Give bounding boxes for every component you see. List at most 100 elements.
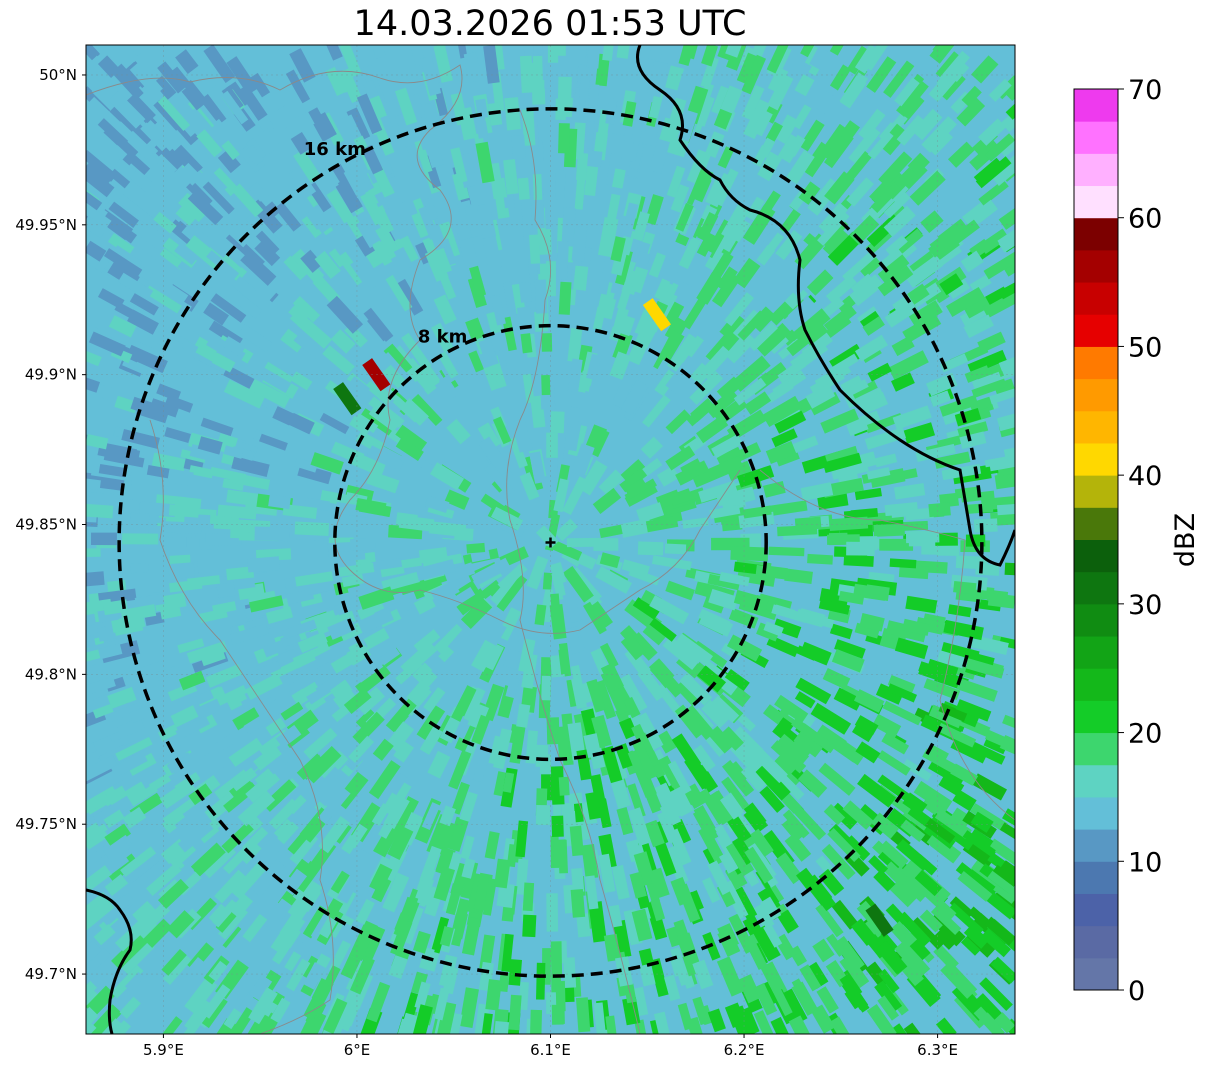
colorbar-tick-label: 50 xyxy=(1128,332,1162,363)
reflectivity-cell xyxy=(411,212,430,239)
reflectivity-cell xyxy=(360,408,394,436)
reflectivity-cell xyxy=(971,378,1007,398)
reflectivity-cell xyxy=(502,281,517,316)
reflectivity-cell xyxy=(775,229,803,261)
reflectivity-cell xyxy=(930,905,962,935)
reflectivity-cell xyxy=(929,390,952,407)
reflectivity-cell xyxy=(322,766,345,790)
reflectivity-cell xyxy=(912,108,943,141)
reflectivity-cell xyxy=(925,818,956,844)
reflectivity-cell xyxy=(733,257,761,289)
reflectivity-cell xyxy=(314,232,336,256)
reflectivity-cell xyxy=(433,987,450,1021)
reflectivity-cell xyxy=(654,278,671,301)
reflectivity-cell xyxy=(806,269,834,296)
reflectivity-cell xyxy=(315,678,336,697)
reflectivity-cell xyxy=(178,162,202,186)
reflectivity-cell xyxy=(903,422,936,444)
reflectivity-cell xyxy=(139,501,176,518)
reflectivity-cell xyxy=(433,623,467,657)
reflectivity-cell xyxy=(94,73,119,99)
reflectivity-cell xyxy=(171,144,203,177)
reflectivity-cell xyxy=(366,981,391,1023)
reflectivity-cell xyxy=(122,806,147,829)
reflectivity-cell xyxy=(900,819,926,843)
reflectivity-cell xyxy=(153,75,177,100)
reflectivity-cell xyxy=(753,1010,775,1034)
reflectivity-cell xyxy=(322,345,355,376)
reflectivity-cell xyxy=(236,294,263,319)
reflectivity-cell xyxy=(665,580,695,601)
district-border-line-east xyxy=(759,469,1015,821)
reflectivity-cell xyxy=(182,843,213,873)
reflectivity-cell xyxy=(308,107,334,142)
reflectivity-cell xyxy=(282,503,318,519)
reflectivity-cell xyxy=(318,815,351,854)
reflectivity-cell xyxy=(206,250,240,280)
reflectivity-cell xyxy=(122,533,159,545)
reflectivity-cell xyxy=(391,796,419,834)
reflectivity-cell xyxy=(546,717,560,745)
reflectivity-cell xyxy=(767,976,793,1017)
reflectivity-cell xyxy=(86,1020,97,1034)
reflectivity-cell xyxy=(908,535,936,547)
reflectivity-cell xyxy=(108,91,146,129)
reflectivity-cell xyxy=(216,685,248,706)
reflectivity-cell xyxy=(231,862,267,900)
reflectivity-cell xyxy=(126,92,156,124)
reflectivity-cell xyxy=(833,936,865,972)
colorbar-tick-label: 60 xyxy=(1128,204,1162,235)
reflectivity-cell xyxy=(541,333,553,352)
reflectivity-cell xyxy=(807,553,833,565)
reflectivity-cell xyxy=(288,412,315,435)
reflectivity-cell xyxy=(183,79,208,107)
reflectivity-cell xyxy=(111,751,148,778)
reflectivity-cell xyxy=(667,760,692,795)
reflectivity-cell xyxy=(485,979,502,1011)
reflectivity-cell xyxy=(692,744,716,772)
reflectivity-cell xyxy=(973,1006,1005,1034)
reflectivity-cell xyxy=(448,750,472,790)
reflectivity-cell xyxy=(159,247,186,270)
reflectivity-cell xyxy=(121,428,160,449)
reflectivity-cell xyxy=(295,571,334,587)
reflectivity-cell xyxy=(664,845,689,885)
reflectivity-cell xyxy=(518,638,536,673)
reflectivity-cell xyxy=(821,843,856,880)
reflectivity-cell xyxy=(660,256,683,285)
reflectivity-cell xyxy=(177,820,214,853)
reflectivity-cell xyxy=(1001,249,1015,277)
reflectivity-cell xyxy=(751,109,773,137)
reflectivity-cell xyxy=(534,604,547,626)
reflectivity-cell xyxy=(644,819,665,848)
reflectivity-cell xyxy=(325,66,347,96)
reflectivity-cell xyxy=(923,678,961,700)
reflectivity-cell xyxy=(426,813,449,854)
reflectivity-cell xyxy=(460,597,493,630)
reflectivity-cell xyxy=(740,764,767,792)
reflectivity-cell xyxy=(853,689,885,713)
reflectivity-cell xyxy=(666,165,686,198)
reflectivity-cell xyxy=(154,153,178,177)
reflectivity-cell xyxy=(874,453,898,468)
reflectivity-cell xyxy=(701,877,721,904)
reflectivity-cell xyxy=(802,141,832,178)
reflectivity-cell xyxy=(696,665,727,693)
reflectivity-cell xyxy=(294,457,318,473)
reflectivity-cell xyxy=(858,108,886,141)
reflectivity-cell xyxy=(682,296,708,330)
colorbar-tick-label: 40 xyxy=(1128,461,1162,492)
reflectivity-cell xyxy=(391,620,417,643)
reflectivity-cell xyxy=(88,491,120,506)
reflectivity-cell xyxy=(175,715,210,740)
reflectivity-cell xyxy=(428,521,467,538)
colorbar-segment xyxy=(1074,217,1118,251)
reflectivity-cell xyxy=(634,1019,650,1034)
reflectivity-cell xyxy=(726,634,763,662)
reflectivity-cell xyxy=(549,562,567,585)
reflectivity-cell xyxy=(237,790,276,827)
reflectivity-cell xyxy=(217,149,241,174)
reflectivity-cell xyxy=(621,202,639,238)
reflectivity-cell xyxy=(719,792,745,820)
reflectivity-cell xyxy=(801,332,833,360)
